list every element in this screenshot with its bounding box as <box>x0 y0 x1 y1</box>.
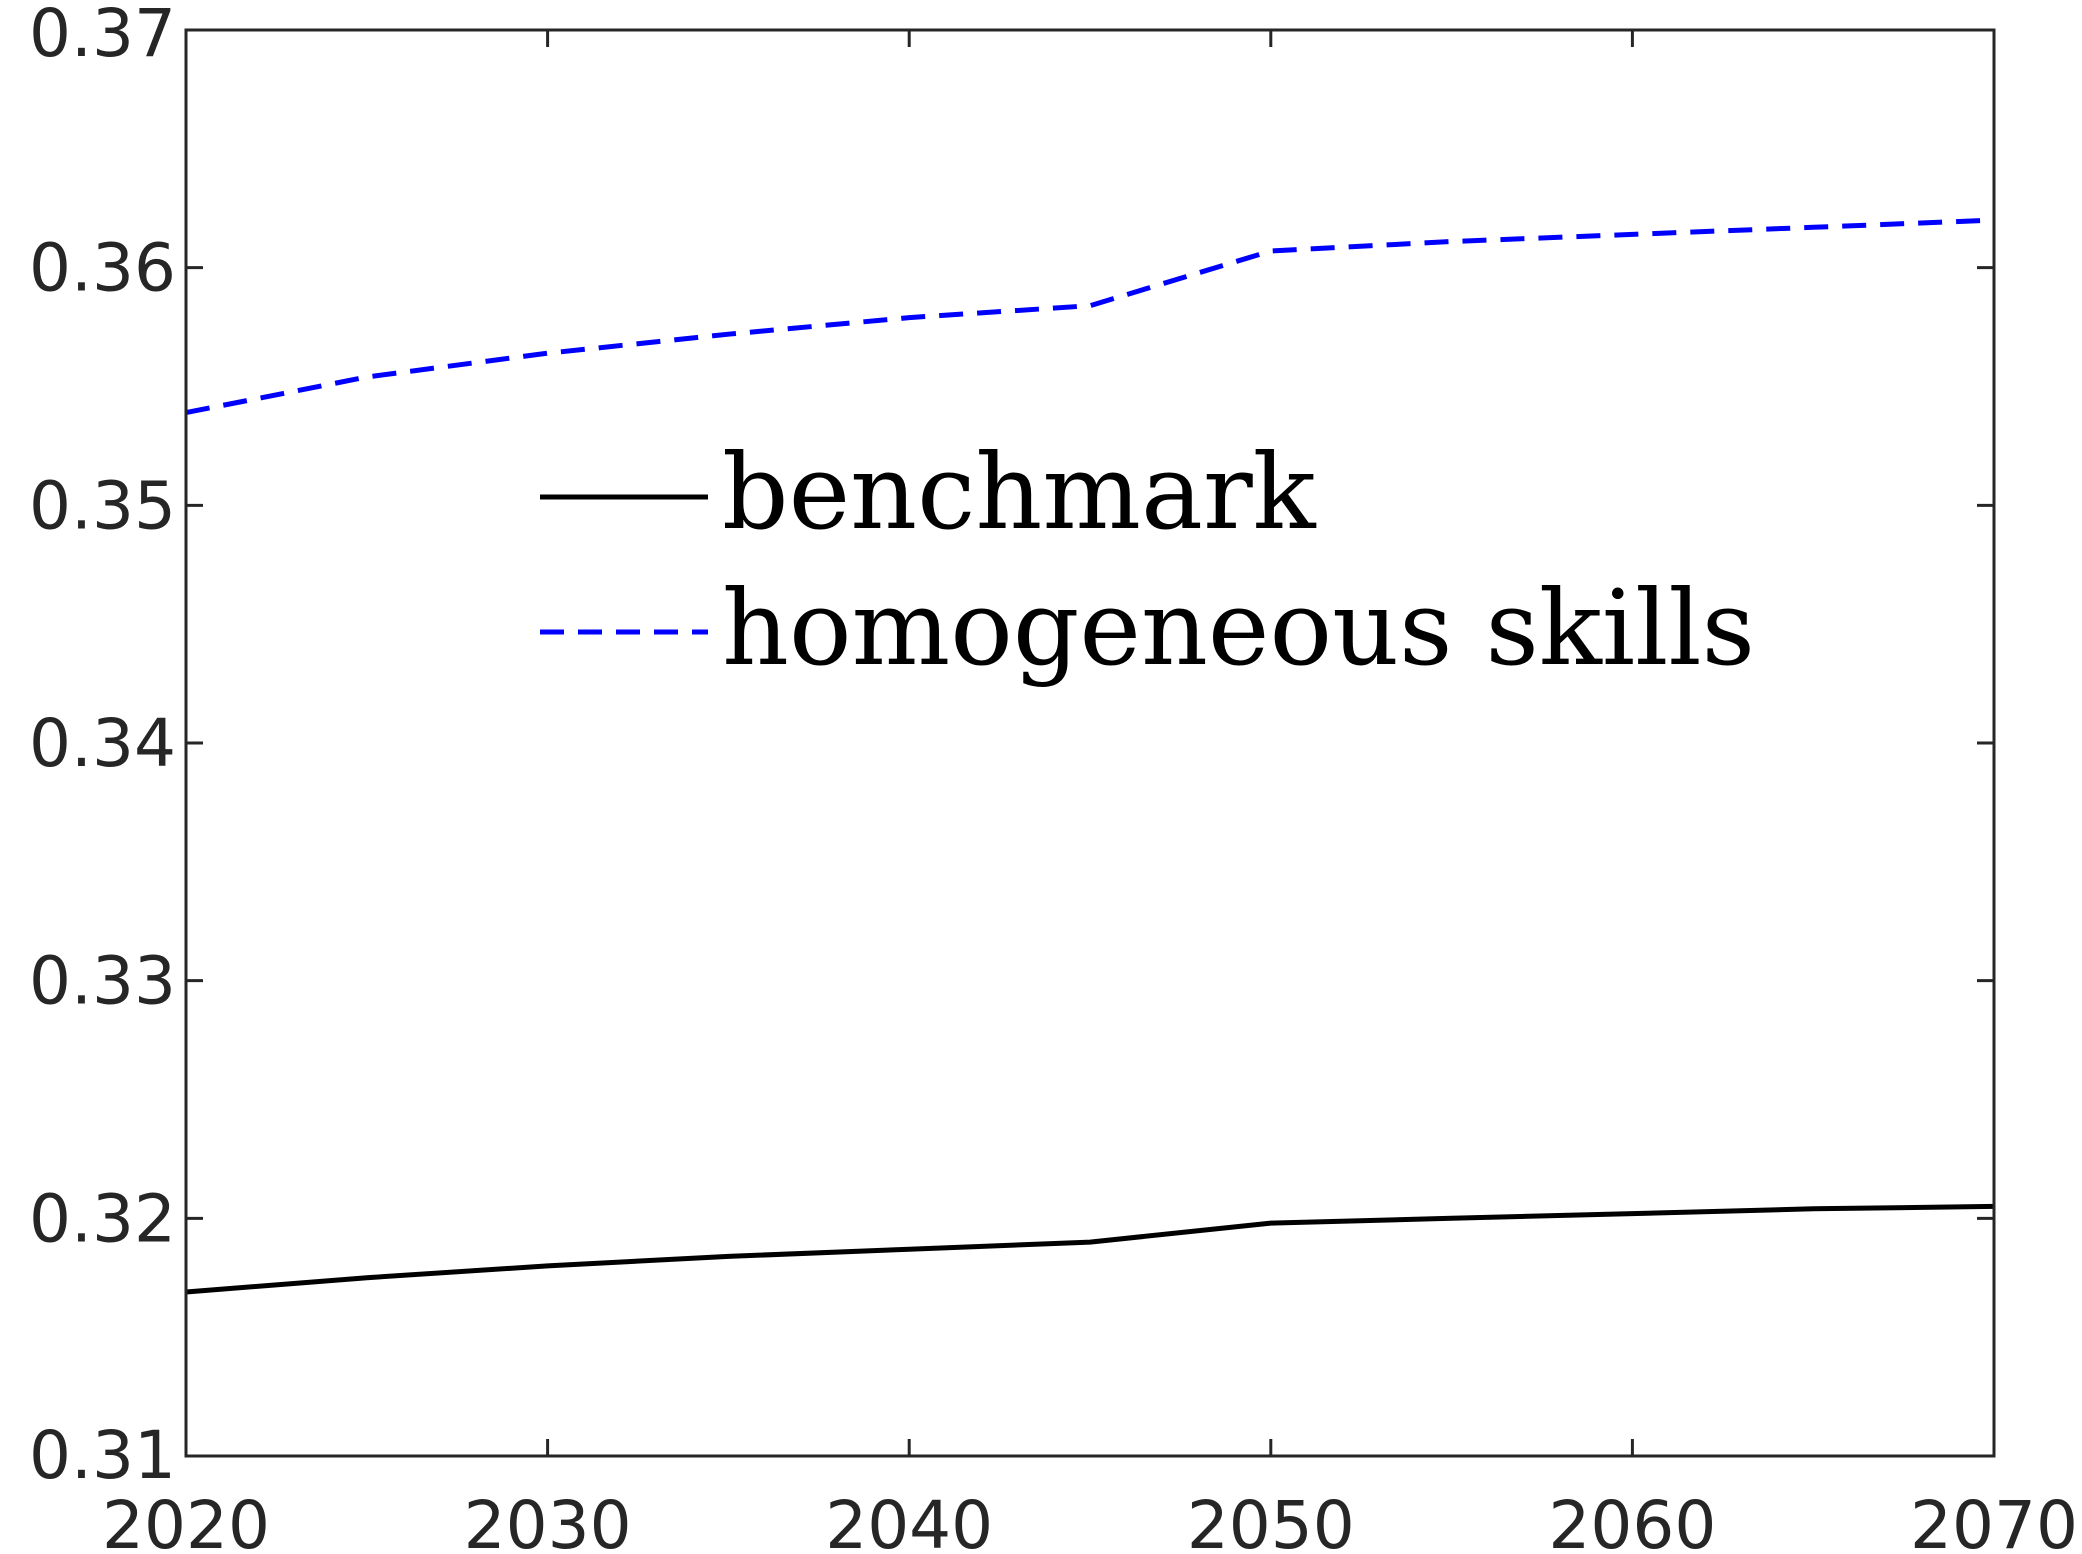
y-tick-label-0.37: 0.37 <box>29 0 176 72</box>
y-tick-label-0.33: 0.33 <box>29 943 176 1020</box>
y-tick-label-0.36: 0.36 <box>29 230 176 307</box>
y-axis-tick-labels: 0.31 0.32 0.33 0.34 0.35 0.36 0.37 <box>29 0 176 1494</box>
y-tick-label-0.32: 0.32 <box>29 1180 176 1257</box>
legend-label-homogeneous-skills: homogeneous skills <box>722 567 1755 689</box>
legend-label-benchmark: benchmark <box>722 431 1317 553</box>
series-line-homogeneous-skills <box>185 217 1995 416</box>
x-tick-label-2020: 2020 <box>102 1487 270 1554</box>
series-layer <box>185 217 1995 1295</box>
y-tick-label-0.31: 0.31 <box>29 1417 176 1494</box>
y-tick-label-0.34: 0.34 <box>29 705 176 782</box>
x-tick-label-2050: 2050 <box>1187 1487 1355 1554</box>
plot-area-frame <box>184 28 1996 1458</box>
legend: benchmark homogeneous skills <box>540 431 1755 689</box>
x-tick-label-2060: 2060 <box>1548 1487 1716 1554</box>
x-tick-label-2070: 2070 <box>1910 1487 2078 1554</box>
x-tick-label-2030: 2030 <box>464 1487 632 1554</box>
x-axis-tick-labels: 2020 2030 2040 2050 2060 2070 <box>102 1487 2078 1554</box>
series-line-benchmark <box>185 1203 1995 1295</box>
y-tick-label-0.35: 0.35 <box>29 467 176 544</box>
x-tick-label-2040: 2040 <box>825 1487 993 1554</box>
